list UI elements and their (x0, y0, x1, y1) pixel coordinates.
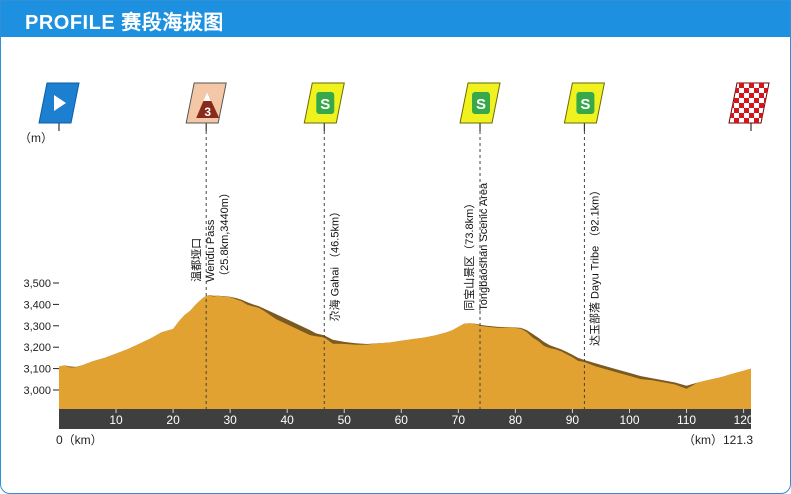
x-tick-label: 70 (452, 413, 466, 427)
sprint-flag: S (563, 82, 606, 131)
check-square (769, 113, 774, 118)
check-square (729, 83, 734, 88)
check-square (754, 108, 759, 113)
check-square (749, 113, 754, 118)
snow-cap-icon (203, 92, 212, 101)
marker-label-zh-en: 温都垭口 (190, 238, 203, 282)
check-square (734, 98, 739, 103)
x-tick-label: 10 (109, 413, 123, 427)
check-square (764, 88, 769, 93)
x-tick-label: 90 (566, 413, 580, 427)
check-square (759, 83, 764, 88)
y-tick-label: 3,000 (23, 385, 51, 397)
marker-label-zh-en: 尕海 Gahai （46.5km） (327, 206, 341, 322)
y-tick-label: 3,200 (23, 342, 51, 354)
check-square (769, 83, 774, 88)
page-title: PROFILE 赛段海拔图 (25, 12, 224, 34)
mountain-icon (196, 92, 220, 118)
check-square (754, 118, 759, 123)
check-square (769, 93, 774, 98)
check-square (729, 103, 734, 108)
sprint-symbol: S (320, 96, 330, 113)
x-tick-label: 30 (223, 413, 237, 427)
check-square (754, 88, 759, 93)
x-tick-label: 80 (509, 413, 523, 427)
check-square (739, 113, 744, 118)
marker-label-detail: （25.8km,3440m） (218, 187, 231, 282)
x-tick-label: 120 (734, 413, 754, 427)
check-square (764, 108, 769, 113)
check-square (739, 103, 744, 108)
check-square (739, 93, 744, 98)
marker-label-en: Dayu Tribe (589, 243, 601, 299)
check-square (734, 88, 739, 93)
header-bar: PROFILE 赛段海拔图 (1, 1, 790, 37)
check-square (759, 103, 764, 108)
y-tick-label: 3,300 (23, 321, 51, 333)
check-square (759, 113, 764, 118)
sprint-symbol: S (476, 96, 486, 113)
x-tick-label: 60 (395, 413, 409, 427)
check-square (744, 98, 749, 103)
play-icon (54, 95, 66, 111)
check-square (744, 108, 749, 113)
marker-label-zh: 达玉部落 (587, 299, 601, 346)
marker-label-en: Gahai (329, 264, 341, 296)
check-square (734, 108, 739, 113)
check-square (749, 93, 754, 98)
marker-label-detail: （92.1km） (588, 185, 601, 243)
kom-category-label: 3 (204, 105, 211, 119)
marker-label-zh: 尕海 (327, 296, 341, 321)
elevation-profile-chart: （m） 0（km） （km）121.3 3,000 3,100 3,200 3,300… (19, 82, 774, 447)
check-square (764, 98, 769, 103)
sprint-flag: S (459, 82, 501, 131)
marker-label-zh-en: 达玉部落 Dayu Tribe （92.1km） (587, 185, 601, 346)
marker-label-detail: （46.5km） (328, 206, 341, 264)
y-tick-label: 3,400 (23, 299, 51, 311)
x-start-label: 0（km） (56, 433, 103, 447)
check-square (754, 98, 759, 103)
check-square (759, 93, 764, 98)
x-tick-label: 100 (619, 413, 639, 427)
x-tick-label: 110 (677, 413, 696, 427)
x-tick-label: 50 (338, 413, 352, 427)
y-unit-label: （m） (19, 131, 53, 145)
check-square (729, 93, 734, 98)
marker-label-en: Wendu Pass (205, 219, 217, 282)
x-tick-label: 40 (281, 413, 295, 427)
sprint-badge (576, 92, 595, 114)
check-square (744, 118, 749, 123)
marker-label-en: Tongbaoshan Scenic Area (478, 182, 490, 311)
check-square (734, 118, 739, 123)
marker-label-zh-en: 同宝山景区（73.8km） (462, 198, 476, 311)
check-square (729, 113, 734, 118)
distance-base-bar (59, 409, 751, 429)
y-tick-label: 3,500 (23, 278, 51, 290)
x-tick-label: 20 (166, 413, 180, 427)
marker-label-zh: 同宝山景区（73.8km） (462, 198, 476, 311)
y-tick-label: 3,100 (23, 364, 51, 376)
check-square (744, 88, 749, 93)
check-square (764, 118, 769, 123)
check-square (739, 83, 744, 88)
check-square (749, 103, 754, 108)
finish-flag (728, 82, 774, 131)
check-square (769, 103, 774, 108)
terrain-area (59, 295, 751, 409)
check-square (749, 83, 754, 88)
start-flag (38, 82, 80, 131)
kom-flag: 3 (185, 82, 227, 131)
sprint-flag: S (303, 82, 345, 131)
sprint-badge (472, 92, 491, 114)
x-end-label: （km）121.3 (683, 433, 753, 447)
sprint-symbol: S (580, 96, 590, 113)
sprint-badge (316, 92, 335, 114)
marker-label-zh: 温都垭口 (190, 238, 203, 282)
